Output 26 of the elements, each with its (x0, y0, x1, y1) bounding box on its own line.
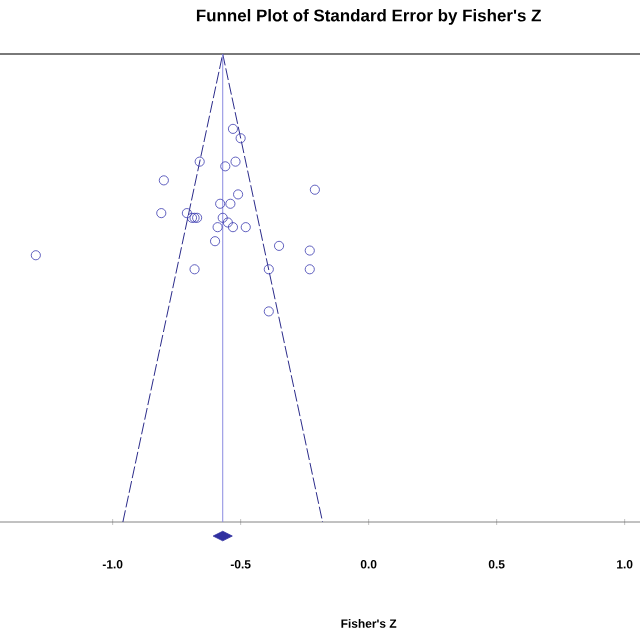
point (189, 264, 200, 275)
point (158, 175, 169, 186)
point (217, 212, 228, 223)
point (263, 306, 274, 317)
point (235, 133, 246, 144)
point (230, 156, 241, 167)
chart-title: Funnel Plot of Standard Error by Fisher's Z (196, 9, 541, 25)
point (233, 189, 244, 200)
point (222, 217, 233, 228)
point (30, 250, 41, 261)
point (215, 198, 226, 209)
point (263, 264, 274, 275)
point (181, 208, 192, 219)
point (212, 222, 223, 233)
point (304, 245, 315, 256)
point (274, 240, 285, 251)
point (225, 198, 236, 209)
point (240, 222, 251, 233)
point (194, 156, 205, 167)
point (304, 264, 315, 275)
point (210, 236, 221, 247)
point (309, 184, 320, 195)
point (156, 208, 167, 219)
point (227, 123, 238, 134)
point (220, 161, 231, 172)
point (227, 222, 238, 233)
